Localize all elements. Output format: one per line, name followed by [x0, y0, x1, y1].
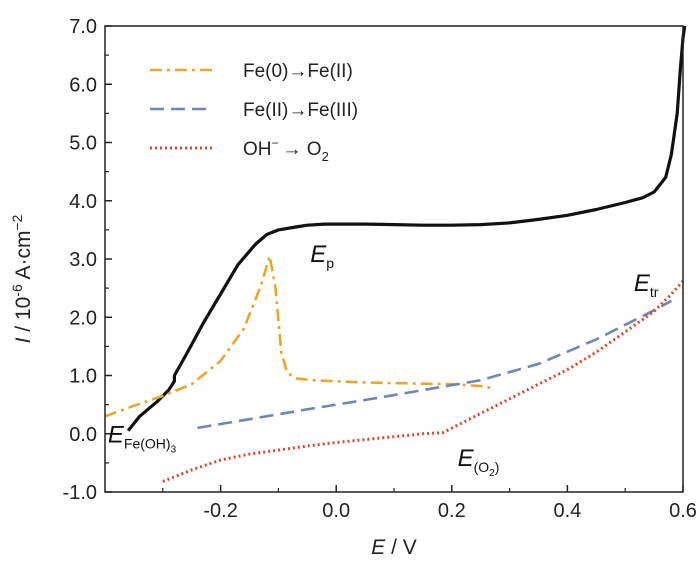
legend-label: OH− → O2	[243, 136, 329, 164]
x-tick-label: -0.2	[203, 500, 237, 522]
annotation-etr: Etr	[634, 270, 659, 300]
axes: -0.2 0.0 0.2 0.4 0.6 -1.0 0.0 1.0 2.0 3.0 4.0 5.0 6.…	[63, 16, 697, 522]
annotation-efe: EFe(OH)3	[108, 421, 177, 455]
annotations: Ep Etr EFe(OH)3 E(O2)	[108, 241, 659, 479]
x-axis-label: E / V	[371, 536, 417, 559]
y-axis-label: I / 10-6 A·cm−2	[9, 214, 35, 343]
legend-label: Fe(0)→Fe(II)	[243, 61, 353, 82]
legend: Fe(0)→Fe(II) Fe(II)→Fe(III) OH− → O2	[150, 61, 358, 164]
series-line-3	[162, 280, 685, 483]
plot-frame	[104, 25, 684, 493]
annotation-ep: Ep	[310, 241, 334, 271]
y-tick-label: 3.0	[69, 249, 97, 271]
series-line-0	[126, 25, 687, 432]
x-tick-label: 0.0	[322, 500, 350, 522]
y-tick-label: 5.0	[69, 133, 97, 155]
x-tick-label: 0.6	[669, 500, 697, 522]
annotation-eo2: E(O2)	[458, 445, 500, 479]
y-tick-label: 7.0	[69, 16, 97, 38]
series-layer	[104, 25, 687, 483]
y-tick-label: 6.0	[69, 74, 97, 96]
x-tick-label: 0.2	[438, 500, 466, 522]
y-tick-label: 2.0	[69, 307, 97, 329]
y-tick-label: 0.0	[69, 424, 97, 446]
y-tick-label: 4.0	[69, 191, 97, 213]
x-tick-label: 0.4	[553, 500, 581, 522]
series-line-1	[104, 254, 493, 418]
legend-label: Fe(II)→Fe(III)	[243, 100, 358, 121]
y-tick-label: -1.0	[63, 482, 97, 504]
series-line-2	[197, 299, 673, 430]
y-tick-label: 1.0	[69, 366, 97, 388]
